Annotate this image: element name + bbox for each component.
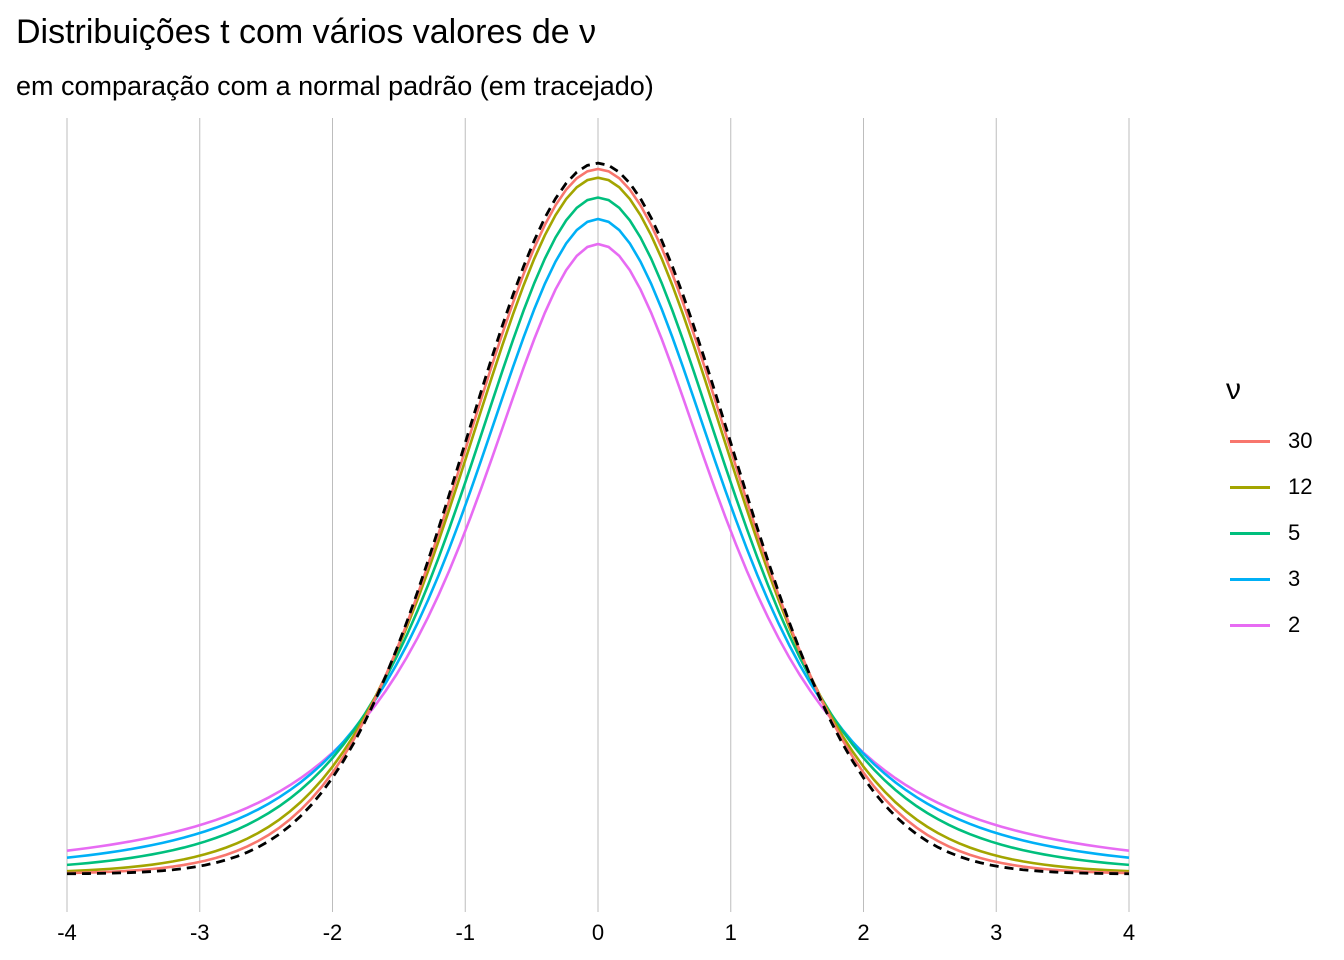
legend-label: 2 bbox=[1288, 612, 1301, 637]
legend-items: 30 12 5 3 2 bbox=[1226, 418, 1312, 648]
legend-swatch bbox=[1230, 439, 1270, 443]
x-axis-ticks: -4 -3 -2 -1 0 1 2 3 4 bbox=[57, 920, 1135, 945]
legend-item-5: 5 bbox=[1226, 510, 1312, 556]
legend-swatch bbox=[1230, 485, 1270, 489]
legend-swatch bbox=[1230, 577, 1270, 581]
legend-label: 12 bbox=[1288, 474, 1313, 499]
legend-item-3: 3 bbox=[1226, 556, 1312, 602]
legend-label: 3 bbox=[1288, 566, 1301, 591]
x-tick-label: -2 bbox=[323, 920, 343, 945]
chart-subtitle: em comparação com a normal padrão (em tr… bbox=[16, 71, 654, 101]
grid-lines bbox=[66, 118, 1130, 912]
x-tick-label: 3 bbox=[990, 920, 1002, 945]
legend-item-12: 12 bbox=[1226, 464, 1312, 510]
legend-swatch bbox=[1230, 623, 1270, 627]
series-line-df-2 bbox=[66, 242, 1130, 852]
chart-title: Distribuições t com vários valores de ν bbox=[16, 13, 597, 51]
x-tick-label: -1 bbox=[455, 920, 475, 945]
density-curves bbox=[66, 161, 1130, 876]
legend-item-30: 30 bbox=[1226, 418, 1312, 464]
normal-reference-line bbox=[66, 161, 1130, 876]
series-line-df-30 bbox=[66, 167, 1130, 875]
x-tick-label: 2 bbox=[857, 920, 869, 945]
legend-swatch bbox=[1230, 531, 1270, 535]
series-line-df-3 bbox=[66, 217, 1130, 859]
x-tick-label: 4 bbox=[1123, 920, 1135, 945]
legend-label: 5 bbox=[1288, 520, 1301, 545]
legend: ν 30 12 5 3 2 bbox=[1226, 372, 1312, 648]
x-tick-label: 0 bbox=[592, 920, 604, 945]
series-line-df-5 bbox=[66, 196, 1130, 867]
legend-label: 30 bbox=[1288, 428, 1313, 453]
x-tick-label: -3 bbox=[190, 920, 210, 945]
x-tick-label: -4 bbox=[57, 920, 77, 945]
legend-item-2: 2 bbox=[1226, 602, 1312, 648]
series-line-df-12 bbox=[66, 176, 1130, 873]
legend-title: ν bbox=[1226, 373, 1241, 406]
x-tick-label: 1 bbox=[725, 920, 737, 945]
